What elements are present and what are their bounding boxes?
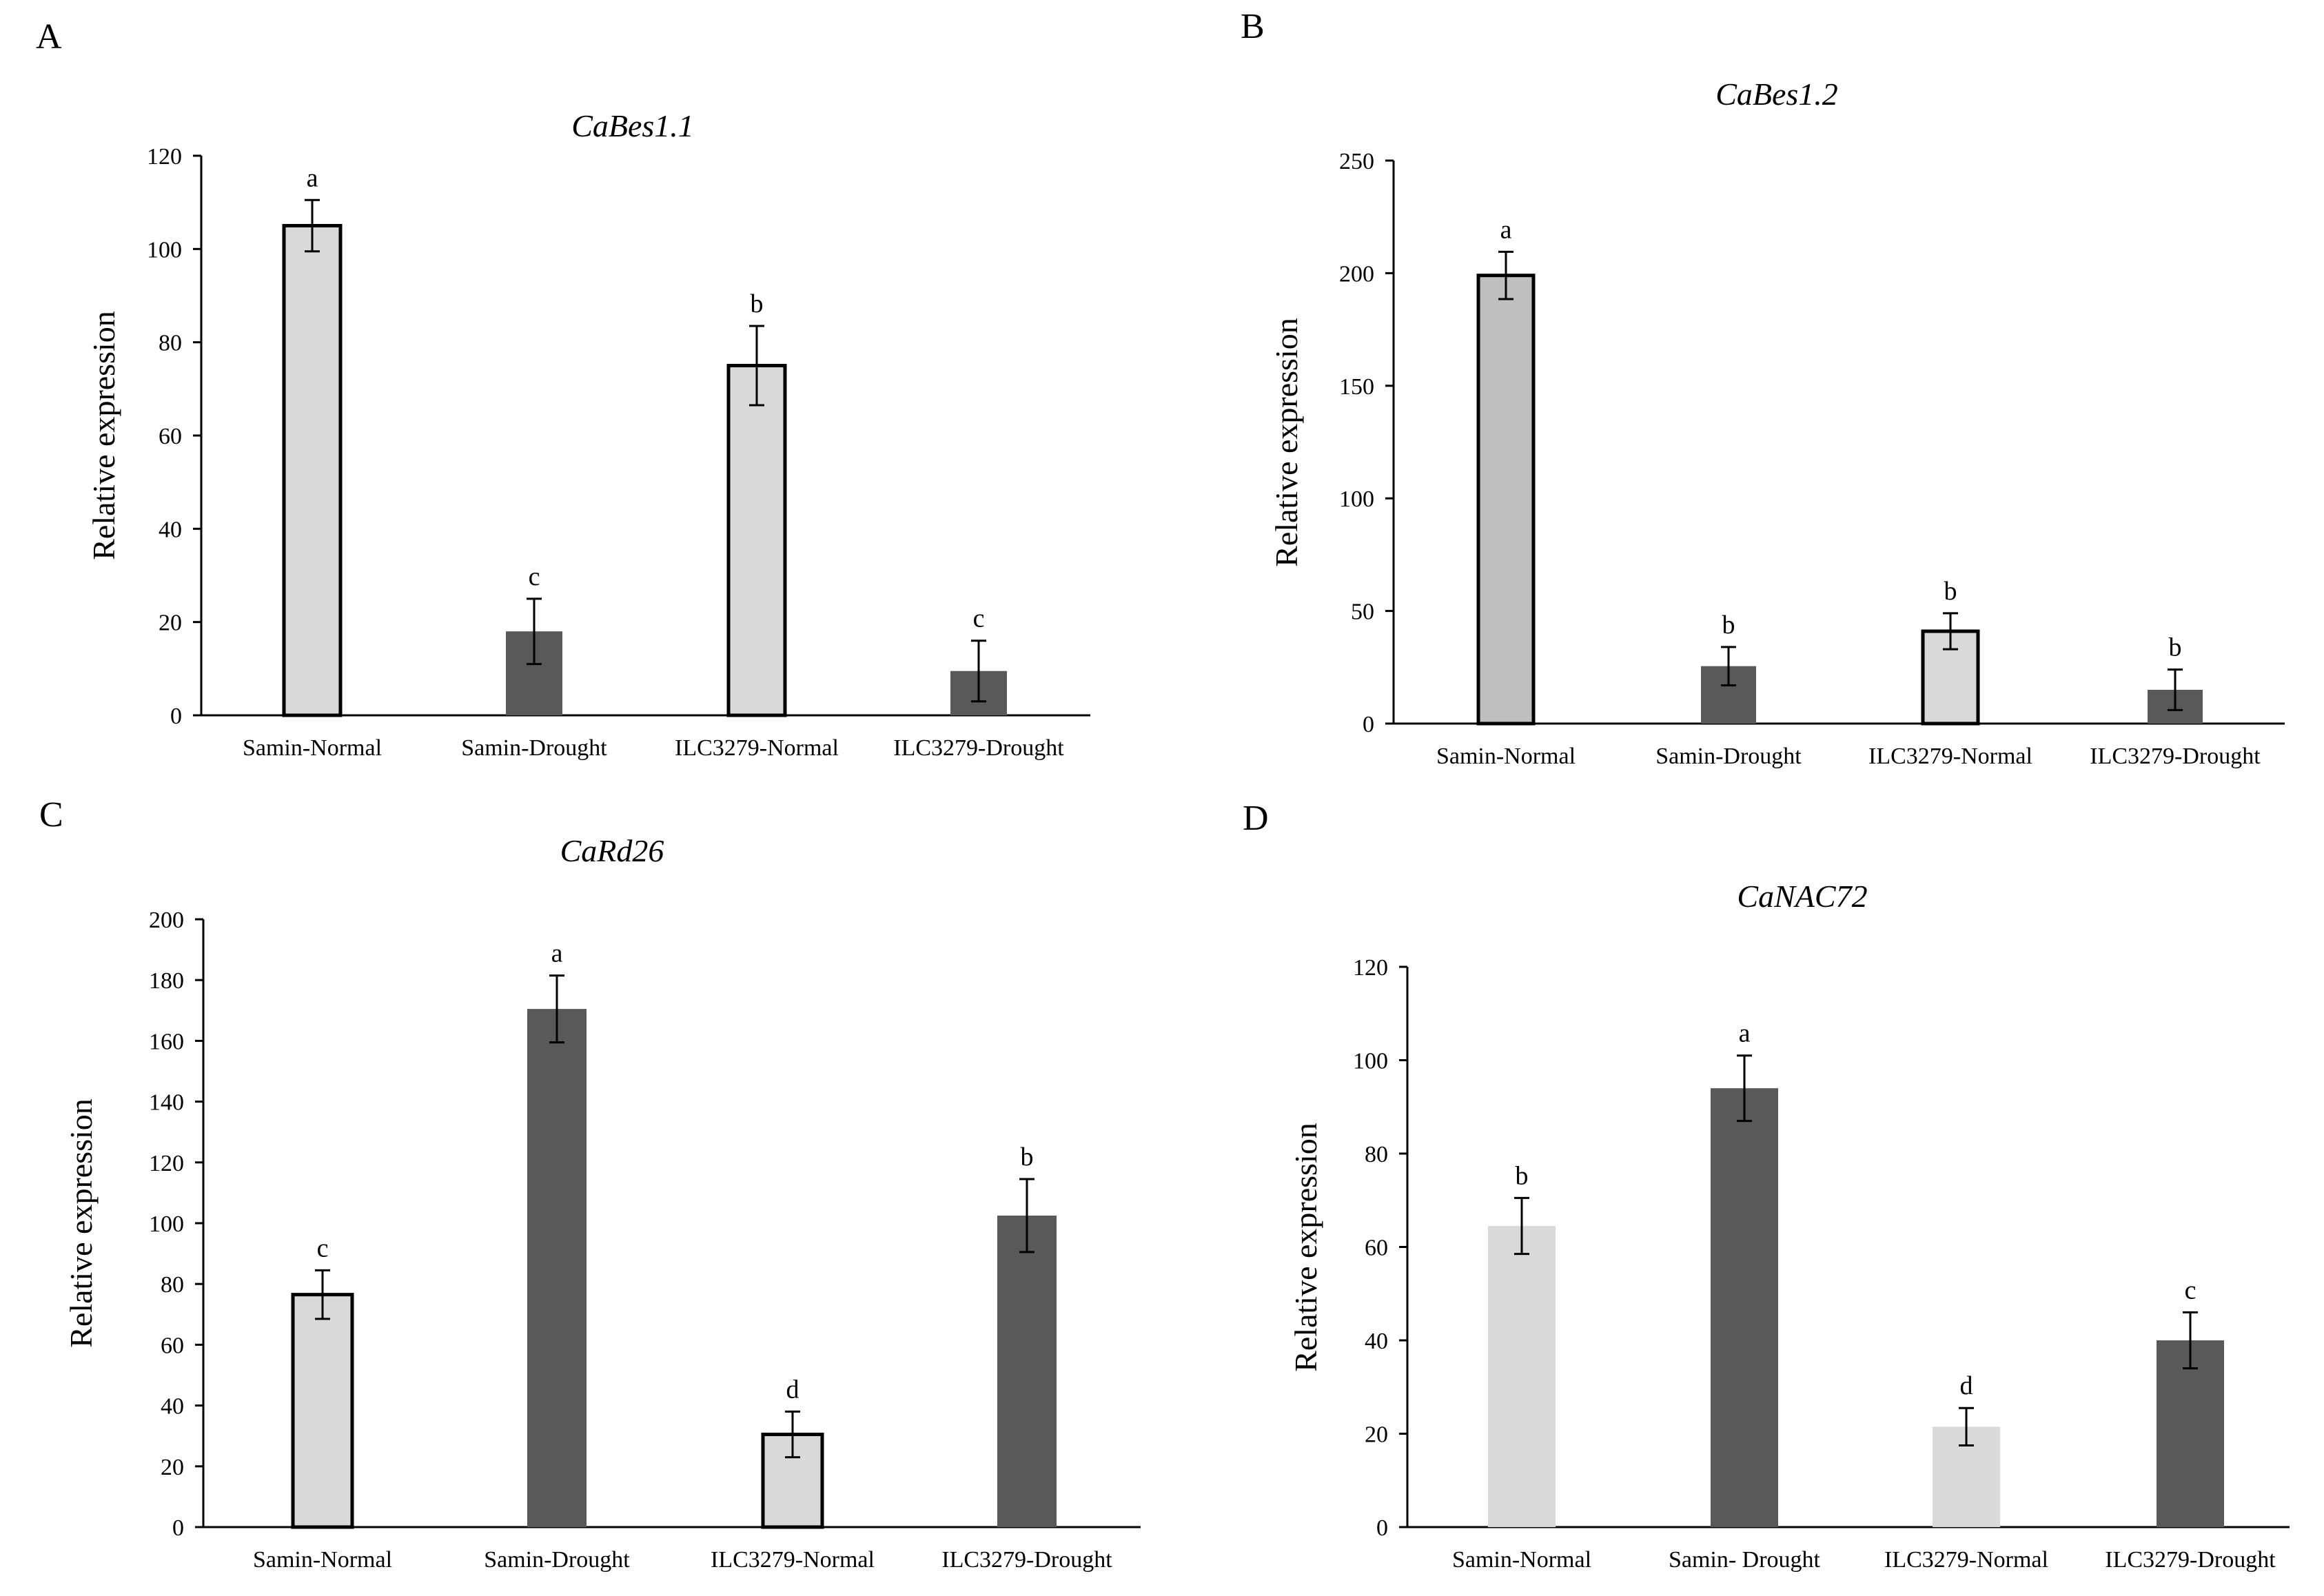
y-tick-label: 60 [1365,1236,1388,1261]
bar [282,224,343,717]
x-category-label: ILC3279-Drought [2090,744,2261,769]
y-axis-label: Relative expression [1269,318,1304,567]
y-tick-label: 120 [149,1151,184,1176]
significance-label: b [751,289,764,318]
x-category-label: Samin-Drought [1655,744,1802,769]
chart-title: CaBes1.2 [1715,76,1838,112]
bar [1476,274,1536,726]
significance-label: c [2185,1276,2196,1305]
significance-label: a [307,163,318,192]
y-tick-label: 40 [159,517,182,542]
y-tick-label: 0 [170,704,182,729]
chart-title: CaNAC72 [1737,879,1867,914]
bar [997,1215,1057,1527]
chart-panel-d: D CaNAC72 Relative expression 0 20 40 60 80 100 1… [1243,799,2290,1573]
y-tick-label: 80 [1365,1142,1388,1167]
y-tick-label: 100 [1339,487,1374,512]
significance-label: d [1960,1371,1973,1400]
panel-letter: B [1241,7,1265,46]
x-category-label: Samin- Drought [1669,1547,1821,1573]
x-category-label: ILC3279-Normal [1868,744,2032,769]
chart-title: CaBes1.1 [571,108,694,143]
significance-label: d [786,1375,799,1404]
bar [1711,1088,1778,1527]
y-tick-label: 80 [159,331,182,356]
y-tick-label: 120 [147,144,182,170]
x-category-label: ILC3279-Drought [2105,1547,2276,1573]
significance-label: b [2169,633,2182,662]
bar [1488,1226,1556,1527]
y-axis-label: Relative expression [1288,1123,1323,1372]
y-axis-label: Relative expression [86,311,121,560]
bar [2157,1340,2224,1527]
y-tick-label: 120 [1353,955,1388,981]
y-tick-label: 0 [1376,1515,1388,1541]
x-category-label: Samin-Drought [484,1547,630,1573]
x-category-label: Samin-Normal [1436,744,1576,769]
y-tick-label: 100 [1353,1049,1388,1074]
x-category-label: Samin-Normal [1452,1547,1591,1573]
x-category-label: ILC3279-Normal [711,1547,875,1573]
significance-label: a [1500,215,1512,244]
panel-letter: A [36,17,62,57]
significance-label: a [551,939,563,968]
y-tick-label: 50 [1351,600,1374,625]
x-category-label: ILC3279-Drought [941,1547,1112,1573]
y-tick-label: 80 [161,1272,184,1298]
chart-panel-b: B CaBes1.2 Relative expression 0 50 100 150 200… [1241,7,2285,769]
y-axis-label: Relative expression [63,1098,99,1348]
y-tick-label: 20 [159,611,182,636]
bar [527,1009,587,1527]
x-category-label: Samin-Drought [461,735,607,761]
chart-title: CaRd26 [560,833,664,868]
y-tick-label: 200 [149,908,184,933]
bar [291,1293,354,1529]
significance-label: c [317,1234,329,1262]
x-category-label: Samin-Normal [243,735,382,761]
y-tick-label: 180 [149,968,184,994]
y-tick-label: 200 [1339,261,1374,287]
y-tick-label: 140 [149,1090,184,1116]
y-tick-label: 160 [149,1029,184,1054]
chart-panel-c: C CaRd26 Relative expression 0 20 40 60 80 100 12… [39,795,1141,1573]
significance-label: b [1516,1161,1529,1190]
x-category-label: ILC3279-Normal [1884,1547,2048,1573]
y-tick-label: 0 [1363,712,1374,737]
y-tick-label: 100 [149,1211,184,1237]
y-tick-label: 60 [161,1333,184,1358]
panel-letter: C [39,795,63,835]
y-tick-label: 60 [159,424,182,449]
x-category-label: ILC3279-Normal [675,735,839,761]
y-tick-label: 40 [1365,1329,1388,1354]
x-category-label: ILC3279-Drought [893,735,1064,761]
significance-label: b [1722,611,1735,640]
significance-label: b [1021,1143,1034,1172]
y-tick-label: 0 [172,1515,184,1541]
y-tick-label: 100 [147,237,182,263]
bar [726,364,787,717]
significance-label: b [1944,577,1957,606]
y-tick-label: 150 [1339,374,1374,400]
x-category-label: Samin-Normal [253,1547,392,1573]
panel-letter: D [1243,799,1269,838]
y-tick-label: 20 [161,1455,184,1480]
significance-label: c [529,562,540,591]
significance-label: a [1739,1019,1751,1048]
y-tick-label: 40 [161,1394,184,1420]
y-tick-label: 250 [1339,149,1374,174]
significance-label: c [973,604,985,633]
y-tick-label: 20 [1365,1422,1388,1448]
chart-panel-a: A CaBes1.1 Relative expression 0 20 40 60 80 100… [36,17,1090,761]
